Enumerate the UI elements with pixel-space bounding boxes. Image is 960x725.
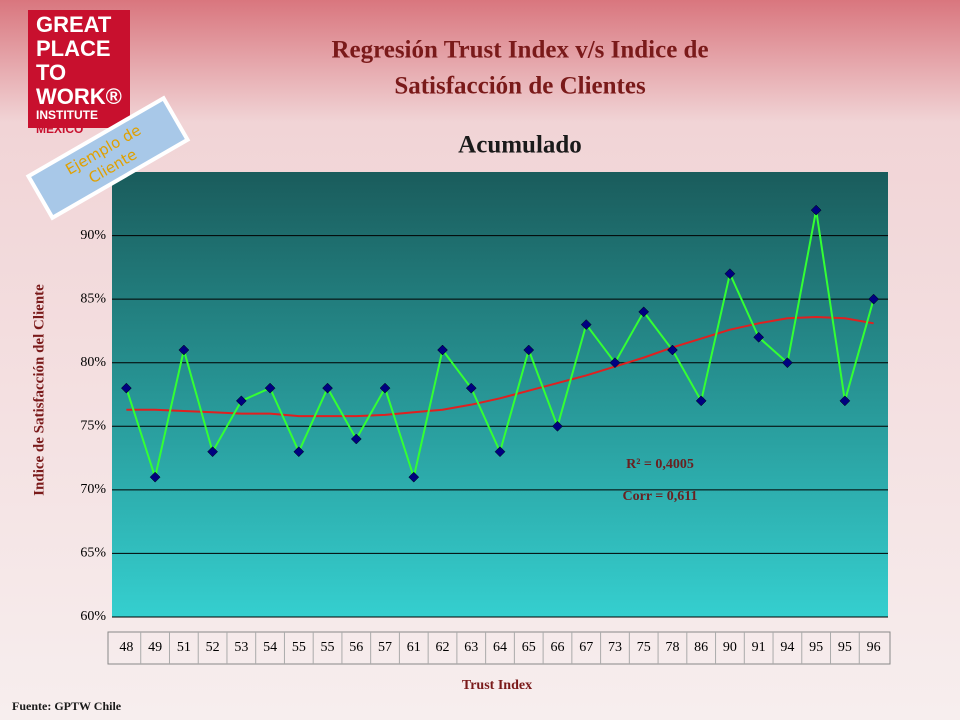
stamp-box [25,95,191,221]
x-tick-label: 75 [637,640,651,655]
logo-box [28,10,130,128]
point [839,395,851,407]
y-tick-label: 75% [80,419,106,434]
point [264,382,276,394]
x-tick-label: 65 [522,640,536,655]
point [667,344,678,356]
point [207,446,218,458]
x-tick-label: 55 [321,640,335,655]
point [178,344,190,356]
point [868,293,879,305]
logo-line: WORK® [36,84,122,109]
logo-institute: INSTITUTE [36,108,98,122]
point [235,395,247,407]
point [408,471,420,483]
point [494,446,506,458]
point [695,395,707,407]
annotation: R² = 0,4005 [626,457,694,472]
logo-country: MÉXICO [36,121,83,136]
logo: GREAT PLACE TO WORK® INSTITUTE MÉXICO [36,12,122,136]
point [753,331,765,343]
point [523,344,535,356]
x-tick-label: 63 [464,640,478,655]
point [782,357,793,369]
plot-area [112,172,888,617]
x-axis-label: Trust Index [462,678,532,693]
point [379,382,391,394]
x-tick-label: 67 [579,640,593,655]
y-tick-label: 80% [80,355,106,370]
x-tick-label: 48 [119,640,133,655]
point [810,204,822,216]
x-tick-label: 57 [378,640,392,655]
y-tick-label: 60% [80,609,106,624]
chart-title: Regresión Trust Index v/s Indice de [331,37,708,64]
point [580,319,592,330]
trendline [126,315,874,418]
x-tick-label: 73 [608,640,622,655]
x-tick-label: 96 [867,640,881,655]
x-tick-label: 66 [550,640,564,655]
point [149,471,161,483]
x-tick-label: 91 [752,640,766,655]
x-tick-label: 95 [838,640,852,655]
x-tick-label: 51 [177,640,191,655]
x-tick-label: 62 [436,640,450,655]
point [437,344,448,356]
source: Fuente: GPTW Chile [12,699,122,713]
x-tick-label: 94 [780,640,794,655]
y-axis-label: Indice de Satisfacción del Cliente [31,284,47,496]
y-tick-label: 70% [80,482,106,497]
x-tick-label: 78 [665,640,679,655]
x-tick-label: 56 [349,640,363,655]
point [552,420,563,432]
chart-subtitle: Acumulado [458,132,582,159]
y-tick-label: 85% [80,291,106,306]
point [350,433,362,445]
logo-line: PLACE [36,36,111,61]
point [293,446,305,458]
point [121,382,132,394]
point [724,268,736,280]
point [322,382,333,394]
x-tick-label: 86 [694,640,708,655]
point [609,357,621,369]
x-tick-label: 64 [493,640,507,655]
annotation: Corr = 0,611 [623,489,698,504]
y-tick-label: 65% [80,546,106,561]
logo-line: GREAT [36,12,112,37]
x-tick-label: 52 [206,640,220,655]
x-tick-label: 61 [407,640,421,655]
plot: 60% 65% 70% 75% 80% 85% 90% 48 49 51 52 53 54 55 55 56 5… [80,204,888,664]
point [465,382,477,394]
x-tick-label: 90 [723,640,737,655]
y-tick-label: 90% [80,228,106,243]
x-tick-label: 54 [263,640,277,655]
x-axis-box [107,631,891,665]
x-tick-label: 95 [809,640,823,655]
x-tick-label: 53 [234,640,248,655]
x-tick-label: 49 [148,640,162,655]
logo-line: TO [36,60,66,85]
x-tick-label: 55 [292,640,306,655]
chart-title: Satisfacción de Clientes [394,73,646,100]
point [638,306,650,318]
